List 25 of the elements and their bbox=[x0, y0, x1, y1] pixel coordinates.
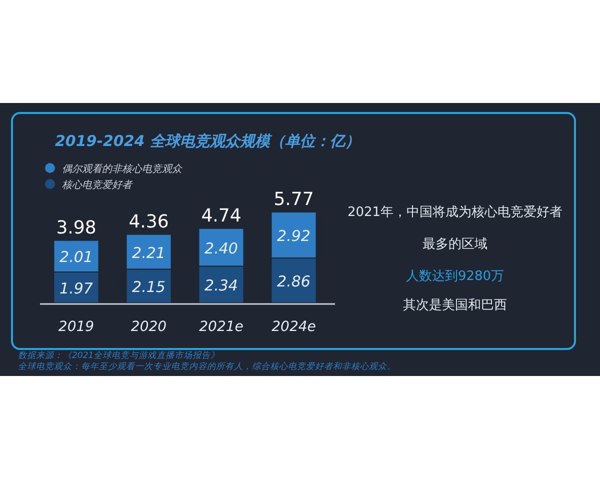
total-label: 4.74 bbox=[201, 205, 242, 226]
data-label: 2.86 bbox=[277, 272, 310, 290]
data-label: 2.21 bbox=[132, 244, 166, 262]
data-label: 2.15 bbox=[132, 278, 166, 296]
data-label: 2.34 bbox=[204, 276, 238, 295]
text: 最多的区域 bbox=[422, 237, 488, 252]
data-label: 2.01 bbox=[60, 248, 93, 266]
chart-title: 2019-2024 全球电竞观众规模（单位：亿） bbox=[55, 132, 360, 150]
x-tick-label: 2024e bbox=[272, 319, 316, 335]
data-label: 2.40 bbox=[204, 239, 238, 258]
text: 其次是美国和巴西 bbox=[403, 297, 507, 313]
total-label: 3.98 bbox=[56, 217, 96, 238]
text: 2021年，中国将成为核心电竞爱好者 bbox=[347, 204, 563, 220]
legend-label: 偶尔观看的非核心电竞观众 bbox=[62, 163, 183, 175]
text: 全球电竞观众：每年至少观看一次专业电竞内容的所有人，综合核心电竞爱好者和非核心观众。 bbox=[18, 361, 396, 372]
total-label: 4.36 bbox=[128, 211, 169, 232]
data-label: 1.97 bbox=[60, 279, 94, 298]
total-label: 5.77 bbox=[274, 189, 314, 210]
x-tick-label: 2020 bbox=[130, 319, 167, 335]
text: 人数达到9280万 bbox=[406, 269, 504, 284]
source-note: 数据来源：《2021全球电竞与游戏直播市场报告》 bbox=[18, 350, 220, 361]
legend-label: 核心电竞爱好者 bbox=[62, 179, 133, 191]
x-tick-label: 2019 bbox=[58, 319, 94, 335]
data-label: 2.92 bbox=[277, 226, 310, 245]
x-tick-label: 2021e bbox=[199, 319, 244, 335]
